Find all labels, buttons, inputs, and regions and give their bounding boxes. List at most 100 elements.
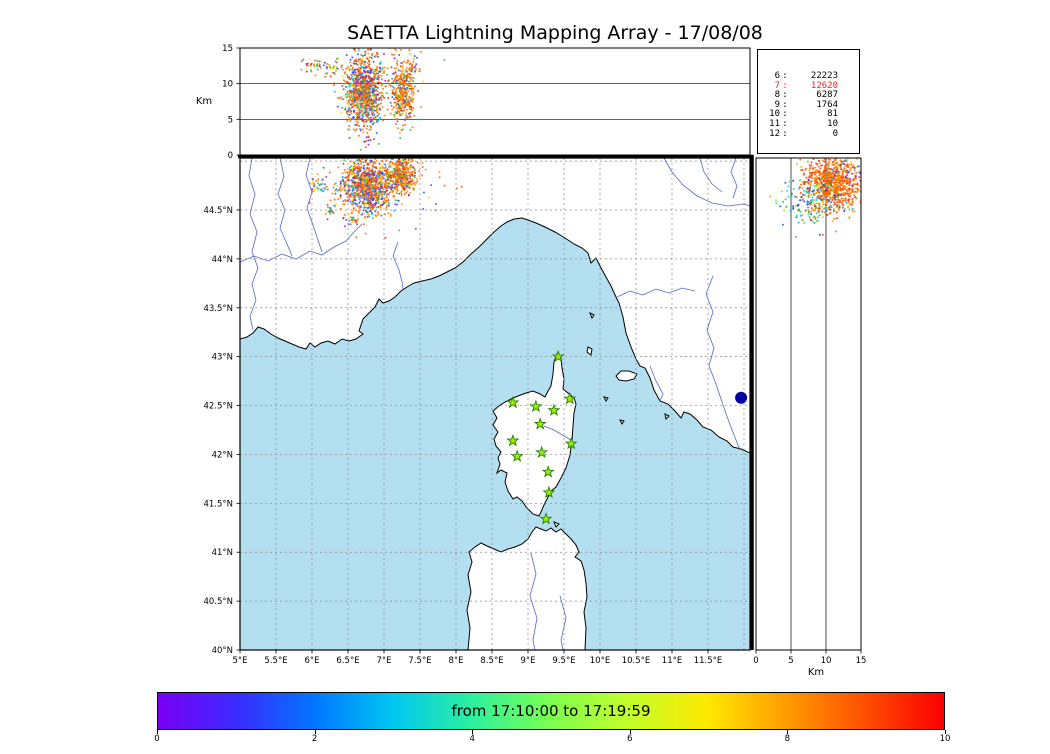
lightning-source-point [821, 186, 824, 189]
lightning-source-point [401, 185, 404, 188]
lightning-source-point [410, 180, 413, 183]
lightning-source-point [855, 183, 857, 186]
lightning-source-point [362, 63, 365, 66]
lightning-source-point [390, 177, 393, 180]
lightning-source-point [368, 198, 371, 201]
stats-colon: : [782, 71, 788, 81]
lightning-source-point [351, 217, 354, 220]
lightning-source-point [383, 193, 386, 196]
lightning-source-point [843, 167, 846, 170]
lightning-source-point [370, 204, 373, 207]
lightning-source-point [871, 191, 873, 193]
lightning-source-point [350, 212, 353, 215]
lightning-source-point [399, 82, 402, 84]
lightning-source-point [389, 213, 392, 216]
lightning-source-point [337, 198, 340, 201]
lightning-source-point [374, 186, 377, 189]
lightning-source-point [356, 163, 359, 166]
lightning-source-point [347, 177, 350, 180]
lightning-source-point [399, 105, 402, 107]
lightning-source-point [816, 196, 819, 198]
lightning-source-point [349, 160, 352, 163]
lightning-source-point [822, 189, 825, 192]
lightning-source-point [401, 81, 404, 83]
lightning-source-point [842, 194, 845, 196]
lightning-source-point [403, 183, 406, 186]
lightning-source-point [359, 170, 362, 173]
lightning-source-point [357, 70, 360, 73]
lat-tick-label: 44°N [212, 255, 233, 265]
lightning-source-point [365, 209, 368, 212]
lon-tick-label: 11°E [662, 656, 682, 666]
lightning-source-point [385, 159, 388, 162]
lightning-source-point [374, 170, 377, 173]
lightning-source-point [822, 177, 825, 180]
lightning-source-point [385, 92, 388, 95]
lightning-source-point [342, 203, 344, 206]
lightning-source-point [420, 106, 423, 108]
lightning-source-point [386, 168, 389, 171]
lightning-source-point [332, 71, 335, 74]
lightning-source-point [848, 189, 850, 192]
lightning-source-point [344, 182, 347, 185]
lightning-source-point [355, 97, 358, 100]
lightning-source-point [394, 168, 397, 171]
lightning-source-point [824, 193, 827, 196]
lightning-source-point [333, 84, 335, 86]
lightning-source-point [354, 196, 357, 199]
lightning-source-point [369, 71, 372, 74]
lightning-source-point [363, 111, 366, 114]
lightning-source-point [348, 198, 351, 201]
lightning-source-point [854, 170, 857, 172]
lightning-source-point [398, 88, 401, 91]
lightning-source-point [345, 86, 348, 88]
lon-tick-label: 5.5°E [264, 656, 287, 666]
lightning-source-point [843, 199, 846, 202]
lightning-source-point [823, 158, 826, 161]
lightning-source-point [790, 178, 793, 181]
colorbar-tickmark [945, 730, 946, 734]
lightning-source-point [380, 181, 383, 184]
lightning-source-point [386, 67, 389, 70]
altitude-ytick-label: 15 [222, 44, 233, 54]
corsica-coastline [492, 353, 577, 517]
lightning-source-point [417, 118, 420, 121]
lightning-source-point [370, 116, 372, 119]
lightning-source-point [367, 143, 370, 146]
lightning-source-point [854, 196, 857, 199]
lightning-source-point [361, 76, 364, 78]
lightning-source-point [319, 189, 322, 192]
lightning-source-point [409, 176, 411, 179]
lightning-source-point [813, 222, 816, 224]
lightning-source-point [403, 180, 406, 183]
stats-count: 22223 [810, 71, 838, 81]
lightning-source-point [363, 94, 366, 97]
lightning-source-point [848, 208, 851, 211]
altitude-ytick-label: 10 [222, 80, 233, 90]
lightning-source-point [826, 181, 829, 184]
lightning-source-point [369, 67, 372, 70]
stats-level: 12 [769, 128, 780, 139]
lightning-source-point [393, 171, 396, 174]
lightning-source-point [409, 98, 412, 101]
lightning-source-point [404, 117, 407, 120]
lightning-source-point [359, 179, 362, 182]
lightning-source-point [837, 175, 840, 178]
lightning-source-point [360, 173, 363, 176]
lightning-source-point [811, 198, 814, 201]
lightning-source-point [365, 105, 367, 108]
lightning-source-point [396, 203, 399, 206]
lightning-source-point [352, 87, 355, 90]
lightning-source-point [367, 213, 370, 216]
lightning-source-point [851, 179, 854, 181]
lightning-source-point [349, 96, 352, 99]
lightning-source-point [802, 198, 805, 201]
lightning-source-point [837, 191, 840, 194]
lightning-source-point [339, 187, 341, 190]
lightning-source-point [836, 186, 839, 188]
lightning-source-point [832, 154, 834, 156]
lightning-source-point [308, 58, 311, 61]
lightning-source-point [340, 64, 343, 67]
lightning-source-point [369, 80, 372, 83]
